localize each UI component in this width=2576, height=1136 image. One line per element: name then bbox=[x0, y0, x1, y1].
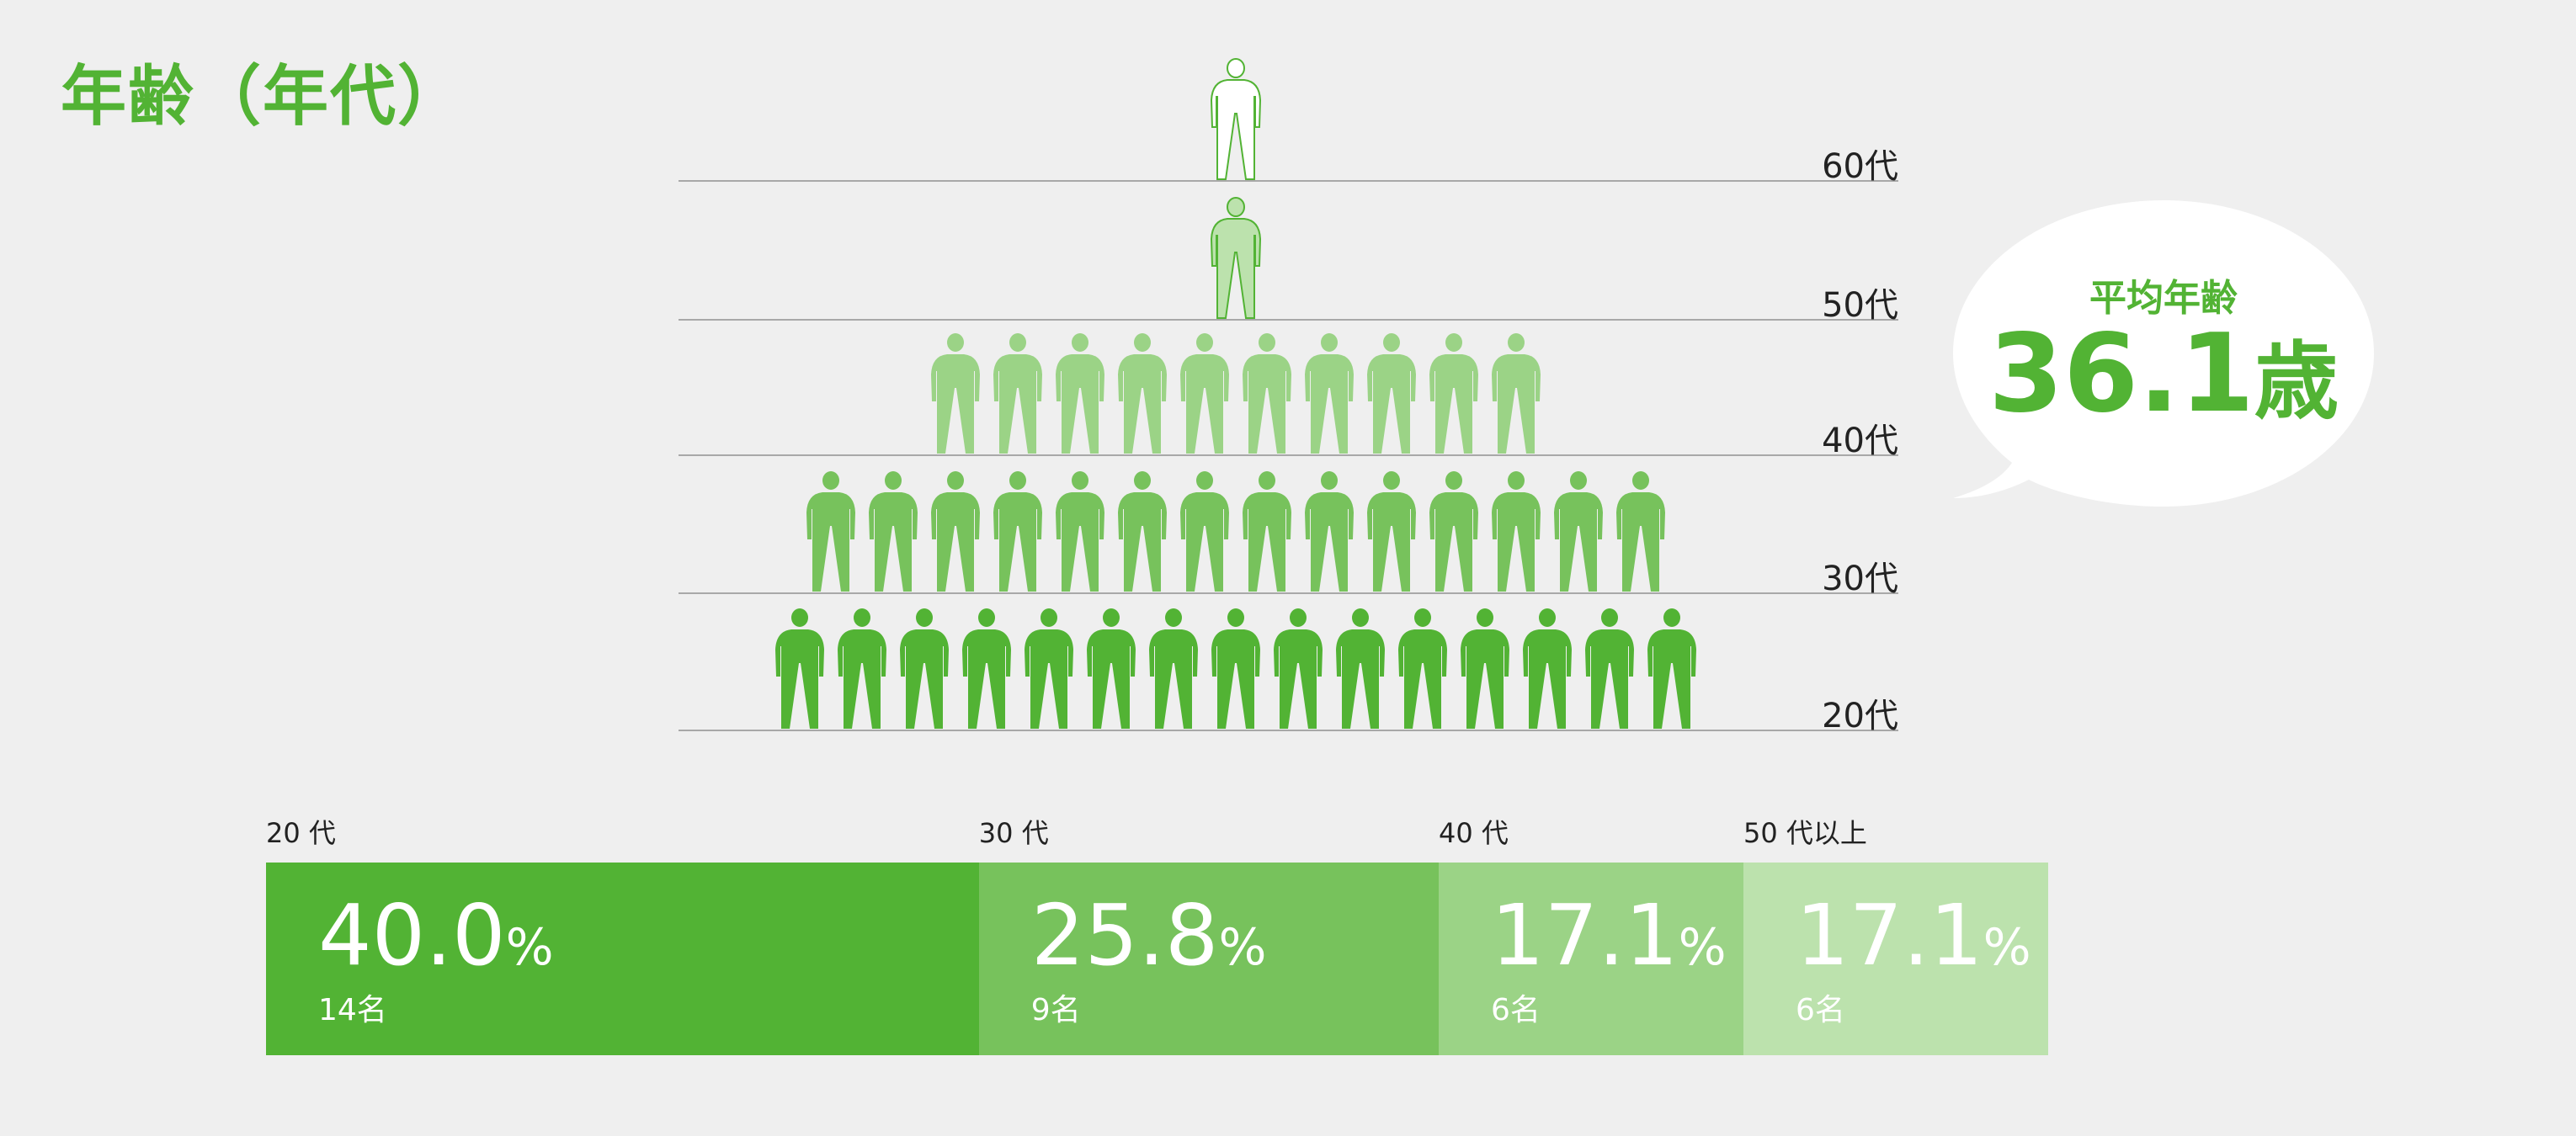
bar-segment: 50 代以上 17.1% 6名 bbox=[1743, 817, 2048, 1055]
person-icon bbox=[1274, 608, 1323, 729]
person-icon bbox=[1523, 608, 1572, 729]
pictogram-chart bbox=[679, 58, 1898, 731]
person-icon bbox=[1118, 471, 1167, 592]
row-label: 30代 bbox=[1822, 560, 1898, 598]
segment-percent: 17.1% bbox=[1795, 886, 2031, 985]
segment-percent: 40.0% bbox=[318, 886, 554, 985]
average-age-label: 平均年齢 bbox=[2089, 277, 2238, 320]
row-label: 40代 bbox=[1822, 422, 1898, 460]
person-icon bbox=[1461, 608, 1509, 729]
row-label: 60代 bbox=[1822, 147, 1898, 186]
person-icon bbox=[1305, 471, 1354, 592]
segment-count: 6名 bbox=[1795, 993, 1845, 1027]
person-icon bbox=[931, 471, 980, 592]
segment-count: 9名 bbox=[1030, 993, 1081, 1027]
bar-segment: 30 代 25.8% 9名 bbox=[978, 817, 1439, 1055]
segment-percent: 17.1% bbox=[1490, 886, 1727, 985]
stacked-bar: 20 代 40.0% 14名 30 代 25.8% 9名 40 代 17.1% 6名… bbox=[266, 817, 2048, 1055]
person-icon bbox=[931, 333, 980, 454]
person-icon bbox=[838, 608, 886, 729]
bar-segment: 20 代 40.0% 14名 bbox=[266, 817, 979, 1055]
person-icon bbox=[869, 471, 918, 592]
person-icon bbox=[1585, 608, 1634, 729]
person-icon bbox=[1492, 333, 1541, 454]
person-icon bbox=[1025, 608, 1073, 729]
person-icon bbox=[962, 608, 1011, 729]
person-icon bbox=[1492, 471, 1541, 592]
person-icon bbox=[1180, 333, 1229, 454]
person-icon bbox=[993, 471, 1042, 592]
person-icon bbox=[1554, 471, 1603, 592]
person-icon bbox=[1429, 333, 1478, 454]
person-icon bbox=[993, 333, 1042, 454]
segment-count: 14名 bbox=[318, 993, 387, 1027]
segment-label: 20 代 bbox=[266, 817, 336, 849]
row-label: 50代 bbox=[1822, 286, 1898, 325]
person-icon bbox=[1367, 471, 1416, 592]
person-icon bbox=[1398, 608, 1447, 729]
segment-label: 50 代以上 bbox=[1743, 817, 1867, 849]
person-icon bbox=[1056, 333, 1104, 454]
person-icon bbox=[1180, 471, 1229, 592]
person-icon bbox=[900, 608, 949, 729]
person-icon bbox=[806, 471, 855, 592]
average-age-value: 36.1歳 bbox=[1988, 311, 2339, 437]
person-icon bbox=[1647, 608, 1696, 729]
segment-label: 40 代 bbox=[1438, 817, 1509, 849]
segment-percent: 25.8% bbox=[1030, 886, 1267, 985]
person-icon bbox=[1367, 333, 1416, 454]
person-icon bbox=[1305, 333, 1354, 454]
person-icon bbox=[1211, 608, 1260, 729]
person-icon bbox=[1118, 333, 1167, 454]
person-icon bbox=[1429, 471, 1478, 592]
person-icon bbox=[1210, 58, 1262, 180]
segment-count: 6名 bbox=[1490, 993, 1541, 1027]
person-icon bbox=[1087, 608, 1136, 729]
bar-segment: 40 代 17.1% 6名 bbox=[1438, 817, 1743, 1055]
segment-label: 30 代 bbox=[978, 817, 1049, 849]
speech-bubble bbox=[1953, 200, 2374, 507]
person-icon bbox=[1243, 471, 1291, 592]
person-icon bbox=[775, 608, 824, 729]
page-title: 年齢（年代） bbox=[61, 59, 466, 135]
person-icon bbox=[1243, 333, 1291, 454]
row-label: 20代 bbox=[1822, 697, 1898, 735]
person-icon bbox=[1210, 197, 1262, 319]
person-icon bbox=[1616, 471, 1665, 592]
person-icon bbox=[1056, 471, 1104, 592]
person-icon bbox=[1149, 608, 1198, 729]
person-icon bbox=[1336, 608, 1385, 729]
